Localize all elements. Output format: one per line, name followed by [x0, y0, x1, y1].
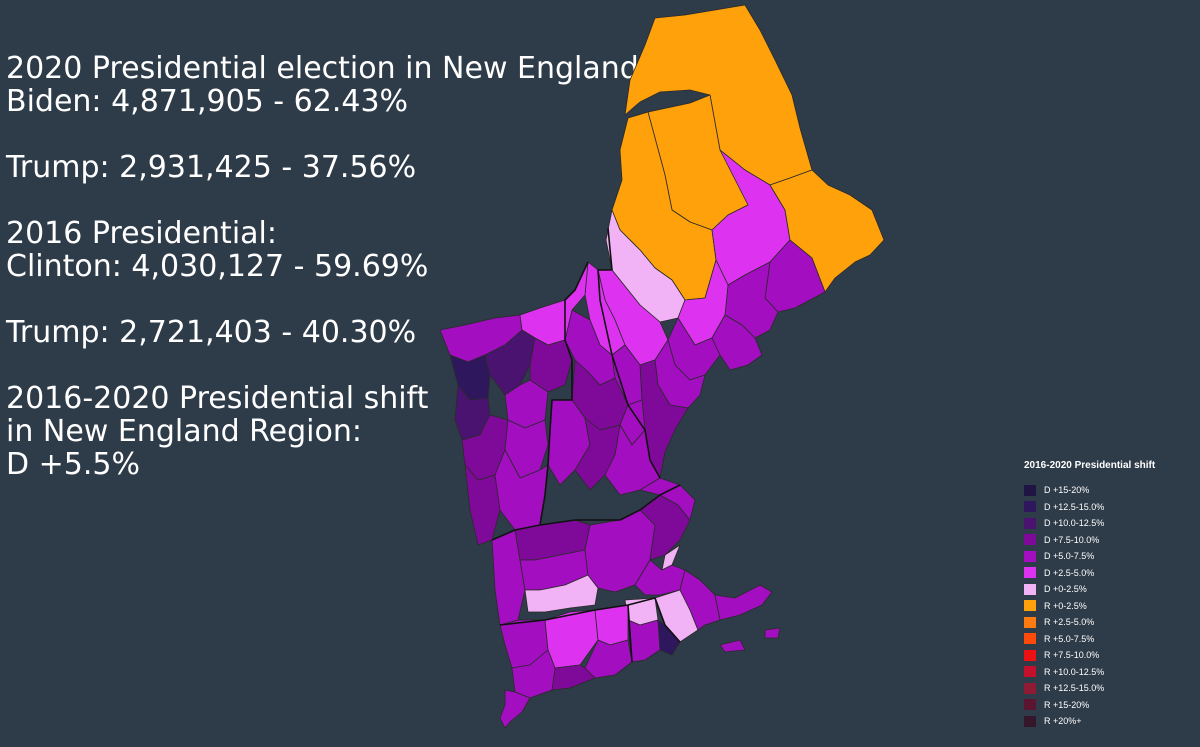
county-fairfield [499, 689, 531, 729]
summary-shift-value: D +5.5% [6, 447, 140, 482]
summary-biden-2020: Biden: 4,871,905 - 62.43% [6, 84, 409, 119]
legend-label: D +0-2.5% [1044, 584, 1087, 595]
legend-swatch [1024, 666, 1036, 678]
legend-item: D +0-2.5% [1024, 581, 1194, 598]
island-marthas-vineyard [719, 639, 746, 653]
legend-swatch [1024, 517, 1036, 529]
legend-item: R +12.5-15.0% [1024, 680, 1194, 697]
county-tolland-windham [594, 604, 629, 646]
legend-swatch [1024, 682, 1036, 694]
legend-item: D +12.5-15.0% [1024, 499, 1194, 516]
legend-label: D +2.5-5.0% [1044, 567, 1095, 578]
legend-swatch [1024, 633, 1036, 645]
legend-item: D +2.5-5.0% [1024, 565, 1194, 582]
border-maine-nh [597, 227, 661, 479]
summary-2020-heading: 2020 Presidential election in New Englan… [6, 51, 649, 86]
legend-items: D +15-20% D +12.5-15.0% D +10.0-12.5% D +7.… [1024, 482, 1194, 730]
legend-item: R +2.5-5.0% [1024, 614, 1194, 631]
county-bristol-newport-ri [657, 619, 681, 656]
election-summary: 2020 Presidential election in New Englan… [6, 51, 649, 482]
map-legend: 2016-2020 Presidential shift D +15-20% D … [1024, 460, 1194, 730]
legend-item: D +15-20% [1024, 482, 1194, 499]
legend-label: D +7.5-10.0% [1044, 534, 1100, 545]
legend-item: R +5.0-7.5% [1024, 631, 1194, 648]
legend-label: D +12.5-15.0% [1044, 501, 1105, 512]
county-bennington [464, 464, 501, 546]
legend-label: R +5.0-7.5% [1044, 633, 1095, 644]
county-kent-washington-ri [627, 619, 661, 663]
summary-shift-region: in New England Region: [6, 414, 362, 449]
legend-label: R +0-2.5% [1044, 600, 1087, 611]
legend-swatch [1024, 583, 1036, 595]
legend-swatch [1024, 715, 1036, 727]
legend-label: R +10.0-12.5% [1044, 666, 1105, 677]
county-chittenden [449, 354, 491, 401]
county-caledonia [529, 337, 573, 393]
legend-item: D +5.0-7.5% [1024, 548, 1194, 565]
legend-label: R +20%+ [1044, 716, 1082, 727]
legend-label: R +12.5-15.0% [1044, 683, 1105, 694]
county-lincoln-sagadahoc [711, 314, 763, 371]
legend-label: D +10.0-12.5% [1044, 518, 1105, 529]
summary-trump-2020: Trump: 2,931,425 - 37.56% [6, 150, 417, 185]
summary-2016-heading: 2016 Presidential: [6, 216, 277, 251]
legend-swatch [1024, 484, 1036, 496]
legend-item: D +10.0-12.5% [1024, 515, 1194, 532]
legend-swatch [1024, 600, 1036, 612]
island-nantucket [764, 627, 781, 639]
legend-swatch [1024, 699, 1036, 711]
legend-label: R +7.5-10.0% [1044, 650, 1100, 661]
legend-swatch [1024, 616, 1036, 628]
legend-item: R +7.5-10.0% [1024, 647, 1194, 664]
border-ct-ri [627, 604, 633, 663]
legend-swatch [1024, 649, 1036, 661]
legend-title: 2016-2020 Presidential shift [1024, 460, 1156, 471]
legend-item: R +20%+ [1024, 713, 1194, 730]
border-vt-nh [539, 261, 589, 526]
border-ma-north [491, 484, 681, 541]
legend-label: D +5.0-7.5% [1044, 551, 1095, 562]
legend-swatch [1024, 534, 1036, 546]
legend-item: R +15-20% [1024, 697, 1194, 714]
legend-label: R +2.5-5.0% [1044, 617, 1095, 628]
border-ri-ma [654, 597, 681, 643]
border-ma-ct-ri [499, 597, 656, 626]
legend-item: R +0-2.5% [1024, 598, 1194, 615]
summary-shift-heading: 2016-2020 Presidential shift [6, 381, 429, 416]
legend-swatch [1024, 550, 1036, 562]
legend-item: D +7.5-10.0% [1024, 532, 1194, 549]
state-borders [491, 227, 681, 663]
county-hampden [524, 574, 599, 613]
legend-label: D +15-20% [1044, 485, 1090, 496]
county-barnstable [714, 584, 773, 621]
legend-swatch [1024, 567, 1036, 579]
legend-item: R +10.0-12.5% [1024, 664, 1194, 681]
summary-trump-2016: Trump: 2,721,403 - 40.30% [6, 315, 417, 350]
summary-clinton-2016: Clinton: 4,030,127 - 59.69% [6, 249, 429, 284]
county-essex [639, 477, 696, 521]
legend-swatch [1024, 501, 1036, 513]
legend-label: R +15-20% [1044, 699, 1090, 710]
